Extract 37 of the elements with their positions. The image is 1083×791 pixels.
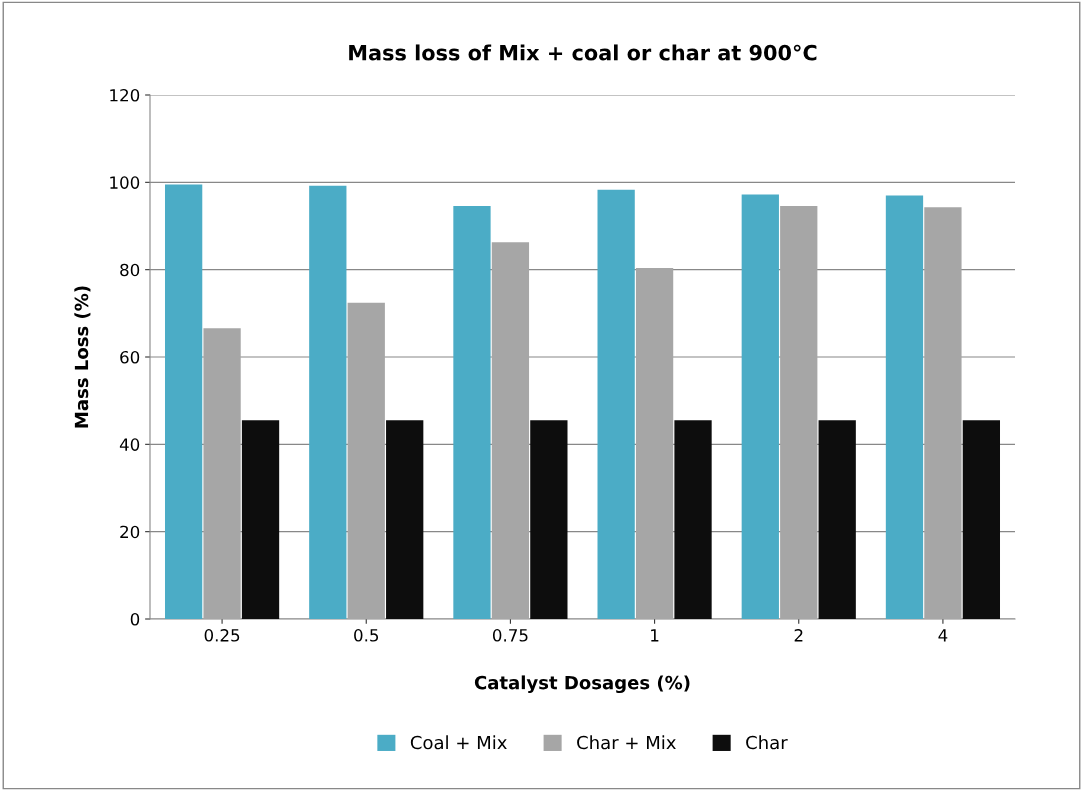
bar (164, 184, 203, 619)
bar (347, 302, 385, 619)
x-tick-label: 4 (938, 629, 948, 642)
bar (818, 420, 856, 619)
bar (386, 420, 424, 619)
y-tick-label: 40 (119, 438, 140, 451)
chart-title: Mass loss of Mix + coal or char at 900°C (349, 44, 817, 61)
y-tick-label: 60 (120, 350, 140, 364)
legend-label: Coal + Mix (410, 735, 507, 750)
bar (924, 207, 962, 619)
x-tick-label: 0.25 (204, 629, 240, 642)
y-tick-label: 0 (130, 612, 140, 626)
bar (780, 205, 818, 619)
bar (635, 267, 674, 619)
legend-label: Char + Mix (577, 735, 676, 750)
y-tick-label: 20 (120, 525, 140, 539)
y-tick-label: 100 (110, 176, 140, 189)
bar (597, 189, 635, 619)
bar (530, 420, 568, 619)
bar (453, 205, 491, 619)
y-tick-label: 80 (120, 263, 140, 277)
bar (674, 420, 712, 619)
x-tick-label: 1 (651, 629, 659, 642)
bar (241, 420, 280, 619)
bar (203, 328, 241, 619)
bar (962, 420, 1001, 619)
x-axis-title: Catalyst Dosages (%) (474, 675, 690, 694)
x-tick-label: 0.75 (492, 629, 528, 642)
legend-label: Char (746, 735, 788, 750)
bar (491, 242, 530, 619)
bar (885, 195, 924, 619)
x-tick-label: 2 (794, 629, 803, 642)
bar (741, 194, 779, 619)
y-tick-label: 120 (110, 88, 140, 102)
bar (309, 185, 347, 619)
y-axis-title: Mass Loss (%) (74, 286, 91, 428)
x-tick-label: 0.5 (354, 629, 379, 642)
